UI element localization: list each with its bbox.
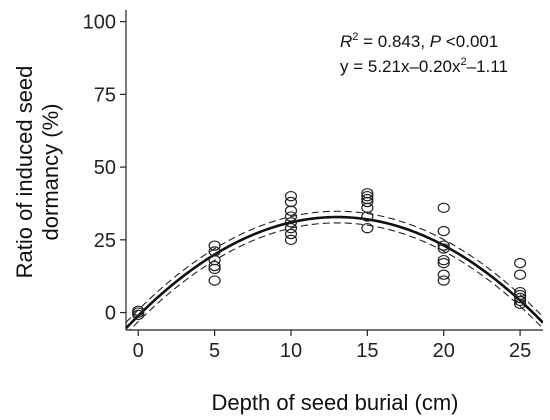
fit-curve	[126, 215, 543, 330]
fit-lower-ci-line	[129, 222, 543, 330]
x-tick-label: 5	[209, 340, 220, 362]
y-tick-label: 25	[94, 230, 116, 252]
x-tick-label: 0	[133, 340, 144, 362]
data-point	[513, 286, 527, 298]
data-point	[361, 222, 374, 234]
y-tick-label: 0	[105, 303, 116, 325]
x-tick-label: 20	[433, 340, 455, 362]
data-point	[284, 205, 298, 216]
data-point	[284, 217, 298, 228]
data-point	[513, 292, 527, 304]
data-point	[437, 202, 450, 214]
data-point	[132, 305, 145, 316]
data-point	[284, 234, 298, 246]
ticks: 0 5 10 15 20 25 0 25 50 75 100	[83, 12, 532, 362]
y-axis-title-line-2: dormancy (%)	[38, 104, 63, 241]
data-point	[284, 196, 298, 208]
x-tick-label: 25	[509, 340, 531, 362]
data-points	[132, 188, 527, 321]
data-point	[437, 240, 450, 251]
p-value: <0.001	[441, 32, 498, 51]
data-point	[208, 260, 221, 272]
x-tick-label: 15	[356, 340, 378, 362]
data-point	[284, 228, 298, 240]
y-tick-label: 50	[94, 157, 116, 179]
r2-annotation: R2 = 0.843, P <0.001	[340, 31, 498, 51]
data-point	[284, 222, 298, 234]
data-point	[437, 257, 450, 269]
equation-prefix: y = 5.21x–0.20x	[340, 57, 461, 76]
data-point	[208, 275, 221, 286]
r2-superscript: 2	[352, 31, 358, 43]
data-point	[361, 193, 374, 205]
data-point	[513, 257, 527, 269]
data-point	[361, 188, 374, 199]
data-point	[437, 243, 450, 254]
data-point	[437, 269, 450, 280]
equation-superscript: 2	[461, 56, 467, 68]
y-tick-label: 75	[94, 84, 116, 106]
data-point	[513, 289, 527, 301]
fit-curves	[126, 210, 543, 330]
p-label: P	[430, 32, 442, 51]
data-point	[208, 240, 221, 251]
axes	[125, 10, 543, 331]
data-point	[437, 225, 450, 237]
r2-label: R	[340, 32, 352, 51]
y-axis-title-line-1: Ratio of induced seed	[12, 66, 37, 279]
data-point	[284, 211, 298, 222]
data-point	[132, 309, 145, 321]
fit-annotation: R2 = 0.843, P <0.001 y = 5.21x–0.20x2–1.…	[340, 31, 508, 76]
equation-annotation: y = 5.21x–0.20x2–1.11	[340, 56, 508, 76]
data-point	[284, 190, 298, 202]
data-point	[437, 275, 450, 286]
data-point	[437, 254, 450, 266]
data-point	[208, 246, 221, 257]
x-tick-label: 10	[280, 340, 302, 362]
r2-value: = 0.843,	[358, 32, 429, 51]
data-point	[361, 190, 374, 202]
x-axis-title: Depth of seed burial (cm)	[212, 390, 459, 415]
data-point	[513, 269, 527, 280]
y-tick-label: 100	[83, 12, 116, 34]
fit-upper-ci-line	[126, 210, 543, 323]
equation-suffix: –1.11	[467, 57, 508, 76]
y-axis-title: Ratio of induced seed dormancy (%)	[12, 66, 63, 279]
